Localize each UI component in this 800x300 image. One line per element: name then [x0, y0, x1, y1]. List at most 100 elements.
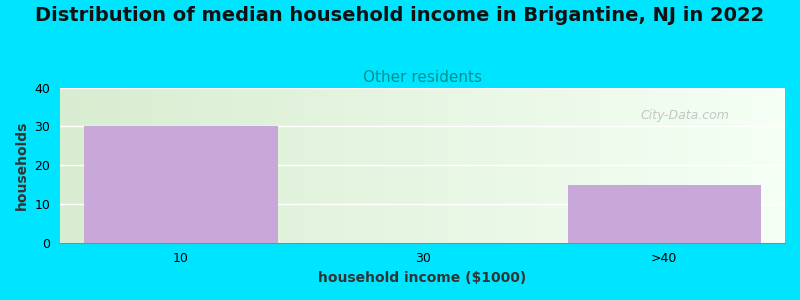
Bar — [169, 88, 173, 243]
Bar — [730, 88, 734, 243]
Bar — [111, 88, 114, 243]
Bar — [252, 88, 256, 243]
Bar — [398, 88, 401, 243]
Bar — [379, 88, 382, 243]
Bar — [299, 88, 303, 243]
Bar — [296, 88, 299, 243]
Bar — [488, 88, 491, 243]
Bar — [770, 88, 774, 243]
Bar — [690, 88, 694, 243]
Bar — [60, 88, 64, 243]
Bar — [187, 88, 190, 243]
Bar — [176, 88, 180, 243]
Bar — [513, 88, 517, 243]
Title: Other residents: Other residents — [363, 70, 482, 85]
Bar — [419, 88, 422, 243]
Bar — [738, 88, 742, 243]
Bar — [263, 88, 266, 243]
Bar — [706, 88, 709, 243]
Bar — [310, 88, 314, 243]
Bar — [434, 88, 437, 243]
Bar — [633, 88, 637, 243]
Bar — [524, 88, 528, 243]
Bar — [332, 88, 335, 243]
Bar — [713, 88, 716, 243]
Bar — [147, 88, 150, 243]
Bar — [774, 88, 778, 243]
Bar — [673, 88, 676, 243]
Bar — [408, 88, 412, 243]
Bar — [100, 88, 104, 243]
Bar — [386, 88, 390, 243]
Bar — [223, 88, 227, 243]
Bar — [335, 88, 339, 243]
Bar — [104, 88, 107, 243]
Bar — [716, 88, 720, 243]
Text: City-Data.com: City-Data.com — [640, 109, 729, 122]
Bar — [618, 88, 622, 243]
Bar — [622, 88, 626, 243]
Bar — [274, 88, 278, 243]
Bar — [82, 88, 86, 243]
Bar — [586, 88, 590, 243]
Bar — [614, 88, 618, 243]
Bar — [220, 88, 223, 243]
Bar — [546, 88, 550, 243]
Bar — [361, 88, 365, 243]
Bar — [318, 88, 321, 243]
Bar — [173, 88, 176, 243]
Bar — [582, 88, 586, 243]
Bar — [78, 88, 82, 243]
Bar — [150, 88, 154, 243]
Bar — [242, 88, 245, 243]
Bar — [166, 88, 169, 243]
Bar — [727, 88, 730, 243]
Bar — [749, 88, 752, 243]
Bar — [495, 88, 498, 243]
Bar — [607, 88, 611, 243]
Bar — [107, 88, 111, 243]
X-axis label: household income ($1000): household income ($1000) — [318, 271, 526, 285]
Bar — [122, 88, 126, 243]
Bar — [666, 88, 669, 243]
Bar — [394, 88, 398, 243]
Bar — [143, 88, 147, 243]
Bar — [502, 88, 506, 243]
Bar — [372, 88, 375, 243]
Bar — [292, 88, 296, 243]
Bar — [278, 88, 282, 243]
Bar — [720, 88, 723, 243]
Bar — [339, 88, 343, 243]
Bar — [256, 88, 259, 243]
Bar — [734, 88, 738, 243]
Bar — [600, 88, 604, 243]
Bar — [466, 88, 470, 243]
Bar — [390, 88, 394, 243]
Bar — [441, 88, 444, 243]
Bar — [86, 88, 89, 243]
Bar — [491, 88, 495, 243]
Bar — [238, 88, 242, 243]
Bar — [647, 88, 651, 243]
Bar — [375, 88, 379, 243]
Bar — [510, 88, 513, 243]
Bar — [93, 88, 96, 243]
Bar — [136, 88, 140, 243]
Bar — [285, 88, 289, 243]
Bar — [498, 88, 502, 243]
Bar — [484, 88, 488, 243]
Text: Distribution of median household income in Brigantine, NJ in 2022: Distribution of median household income … — [35, 6, 765, 25]
Bar — [517, 88, 521, 243]
Bar — [71, 88, 74, 243]
Bar — [422, 88, 426, 243]
Bar — [506, 88, 510, 243]
Bar — [183, 88, 187, 243]
Bar — [227, 88, 230, 243]
Bar — [756, 88, 760, 243]
Bar — [611, 88, 614, 243]
Bar — [314, 88, 318, 243]
Bar — [64, 88, 67, 243]
Bar — [303, 88, 306, 243]
Bar — [629, 88, 633, 243]
Bar — [470, 88, 474, 243]
